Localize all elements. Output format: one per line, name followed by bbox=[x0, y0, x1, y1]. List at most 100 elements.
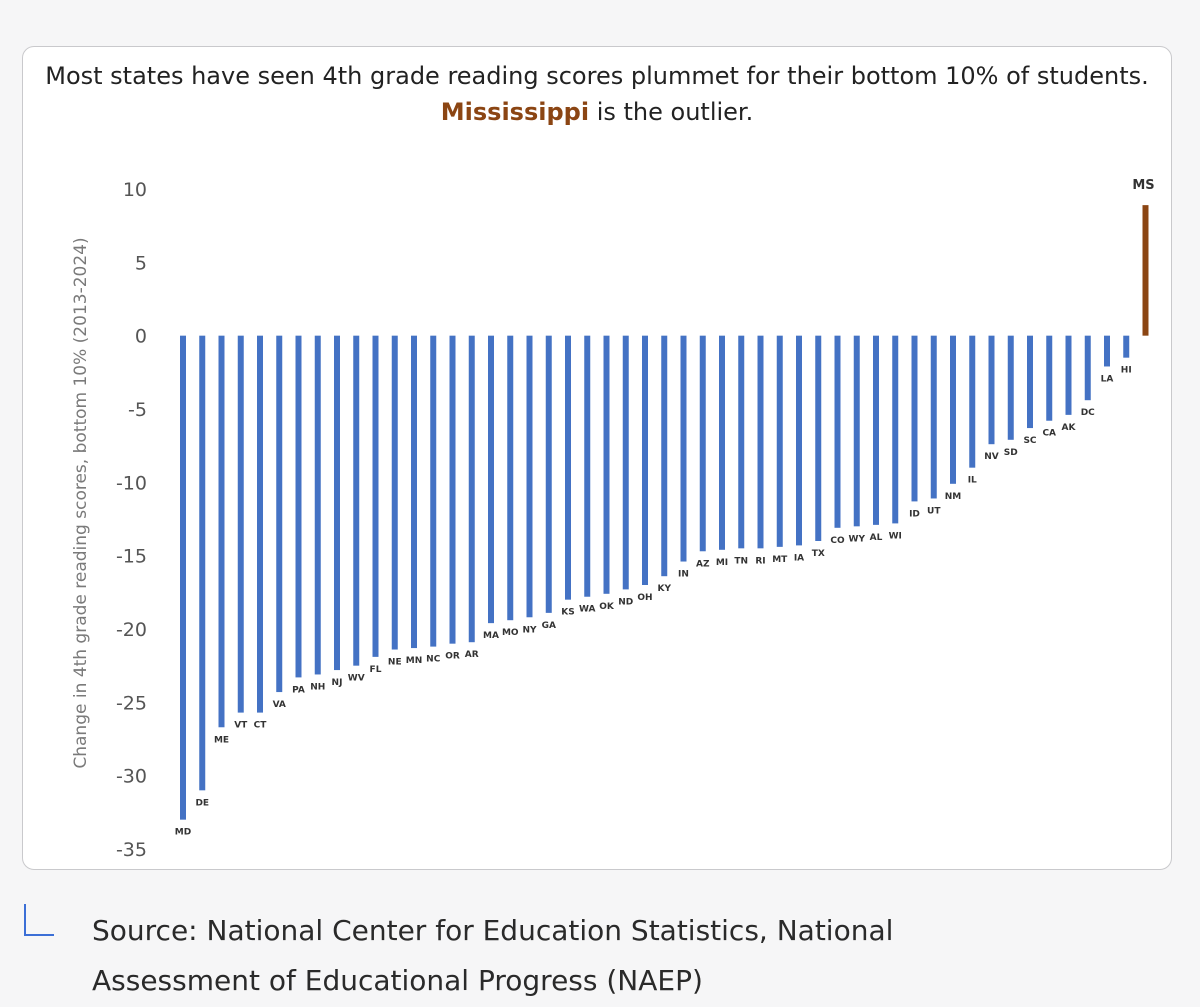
bar-pa bbox=[295, 335, 302, 678]
bar-label-nm: NM bbox=[945, 492, 962, 502]
bar-label-va: VA bbox=[273, 700, 286, 710]
bar-label-mi: MI bbox=[716, 558, 728, 568]
bar-in bbox=[680, 335, 687, 562]
bar-labels: MD DE ME VT CT VA PA NH NJ WV FL NE MN NC OR AR MA MO NY GA… bbox=[175, 178, 1155, 838]
bar-mn bbox=[411, 335, 417, 649]
y-tick-label: -10 bbox=[116, 472, 147, 494]
bar-label-ky: KY bbox=[658, 584, 672, 594]
bar-ak bbox=[1065, 335, 1072, 415]
bar-label-mt: MT bbox=[772, 555, 788, 565]
bar-label-az: AZ bbox=[696, 559, 710, 569]
chart-card bbox=[22, 46, 1172, 870]
bar-label-ok: OK bbox=[599, 602, 615, 612]
bar-mt bbox=[776, 335, 783, 547]
bar-va bbox=[276, 335, 283, 693]
bar-ny bbox=[526, 335, 533, 618]
bar-label-ut: UT bbox=[927, 506, 941, 516]
bar-oh bbox=[642, 335, 648, 585]
bar-ut bbox=[930, 335, 937, 499]
bar-label-or: OR bbox=[445, 652, 460, 662]
bar-label-ct: CT bbox=[254, 721, 268, 731]
bar-or bbox=[449, 335, 456, 644]
y-axis-ticks: 10 5 0 -5 -10 -15 -20 -25 -30 -35 bbox=[116, 179, 147, 861]
bar-tx bbox=[815, 335, 822, 541]
bar-nc bbox=[430, 335, 437, 647]
bar-label-ma: MA bbox=[483, 631, 499, 641]
bar-label-tn: TN bbox=[734, 556, 748, 566]
bar-az bbox=[699, 335, 706, 552]
bar-label-ga: GA bbox=[542, 621, 556, 631]
bar-hi bbox=[1123, 335, 1130, 358]
source-line-2: Assessment of Educational Progress (NAEP… bbox=[92, 964, 703, 997]
y-tick-label: -35 bbox=[116, 839, 147, 861]
bar-label-nc: NC bbox=[426, 655, 441, 665]
chart-title-highlight: Mississippi bbox=[440, 98, 590, 126]
bar-ok bbox=[603, 335, 610, 594]
bar-mo bbox=[507, 335, 514, 621]
bar-sd bbox=[1007, 335, 1014, 440]
bar-la bbox=[1104, 335, 1110, 367]
bar-label-nv: NV bbox=[984, 452, 999, 462]
bar-label-sd: SD bbox=[1004, 448, 1018, 458]
bar-ma bbox=[488, 335, 494, 624]
bar-label-md: MD bbox=[175, 828, 191, 838]
source-line-1: Source: National Center for Education St… bbox=[92, 914, 894, 947]
y-tick-label: -20 bbox=[116, 619, 147, 641]
bar-label-nd: ND bbox=[618, 597, 633, 607]
bar-nh bbox=[314, 335, 321, 675]
bar-label-pa: PA bbox=[292, 685, 305, 695]
bar-mi bbox=[719, 335, 725, 550]
y-tick-label: 0 bbox=[135, 326, 147, 348]
bar-dc bbox=[1084, 335, 1091, 401]
y-tick-label: -25 bbox=[116, 692, 147, 714]
bar-wa bbox=[584, 335, 591, 597]
bar-label-co: CO bbox=[830, 536, 845, 546]
y-tick-label: -5 bbox=[128, 399, 147, 421]
bar-al bbox=[873, 335, 879, 525]
source-bracket-icon bbox=[24, 904, 54, 936]
bar-ri bbox=[757, 335, 764, 549]
bar-label-ne: NE bbox=[388, 658, 402, 668]
bar-label-tx: TX bbox=[812, 549, 825, 559]
bar-vt bbox=[237, 335, 244, 713]
bar-label-ms: MS bbox=[1132, 178, 1154, 193]
bar-ks bbox=[565, 335, 571, 600]
bar-label-wv: WV bbox=[348, 674, 365, 684]
bar-me bbox=[218, 335, 225, 728]
bar-label-ia: IA bbox=[794, 553, 804, 563]
bar-tn bbox=[738, 335, 745, 549]
y-tick-label: -15 bbox=[116, 546, 147, 568]
bar-label-sc: SC bbox=[1023, 436, 1036, 446]
source-caption: Source: National Center for Education St… bbox=[92, 906, 1092, 1006]
bar-label-oh: OH bbox=[637, 593, 652, 603]
bar-id bbox=[911, 335, 918, 502]
bar-label-dc: DC bbox=[1081, 408, 1095, 418]
bar-ga bbox=[545, 335, 552, 613]
bar-label-de: DE bbox=[195, 798, 209, 808]
chart-title-text: Most states have seen 4th grade reading … bbox=[45, 62, 1149, 90]
y-tick-label: 10 bbox=[123, 179, 147, 201]
bar-label-hi: HI bbox=[1121, 366, 1132, 376]
bar-nv bbox=[988, 335, 995, 445]
bar-sc bbox=[1027, 335, 1033, 429]
bar-label-me: ME bbox=[214, 735, 229, 745]
bars bbox=[180, 205, 1149, 820]
bar-md bbox=[180, 335, 186, 820]
bar-label-wi: WI bbox=[889, 531, 902, 541]
chart-title-suffix: is the outlier. bbox=[596, 98, 754, 126]
bar-nd bbox=[622, 335, 629, 590]
bar-label-id: ID bbox=[909, 509, 920, 519]
bar-wy bbox=[853, 335, 860, 527]
bar-label-fl: FL bbox=[370, 665, 382, 675]
bar-nj bbox=[334, 335, 340, 671]
bar-fl bbox=[372, 335, 379, 657]
bar-label-la: LA bbox=[1101, 374, 1114, 384]
bar-label-nh: NH bbox=[310, 682, 325, 692]
bar-ar bbox=[468, 335, 475, 643]
bar-wv bbox=[353, 335, 360, 666]
bar-nm bbox=[950, 335, 956, 484]
bar-label-ar: AR bbox=[465, 650, 479, 660]
bar-ct bbox=[257, 335, 263, 713]
bar-label-ca: CA bbox=[1042, 429, 1056, 439]
